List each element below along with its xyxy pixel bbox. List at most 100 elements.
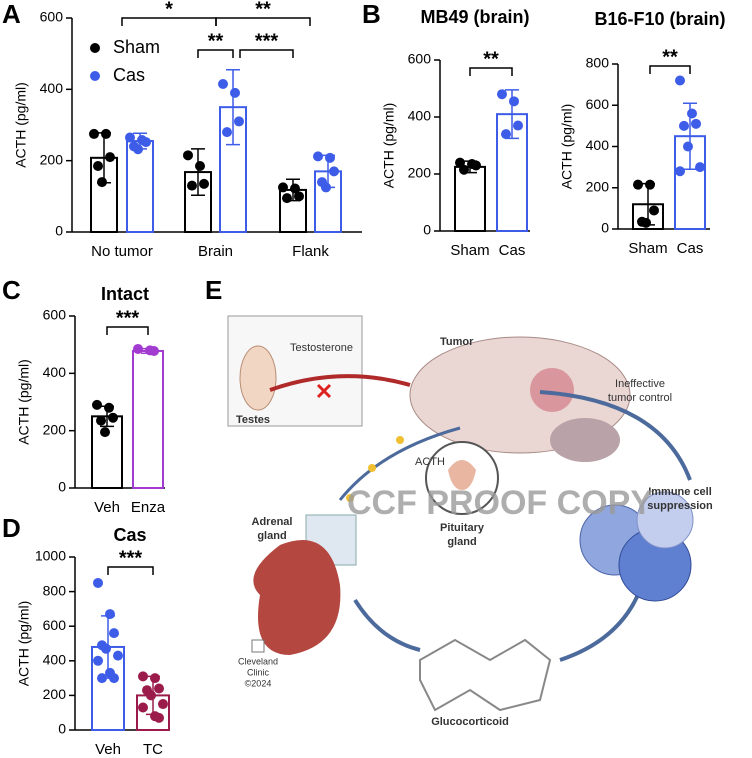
significance-bracket <box>106 326 149 335</box>
data-point <box>633 179 643 190</box>
data-point <box>695 162 705 173</box>
data-point <box>154 712 164 723</box>
arrow <box>559 589 642 662</box>
data-point <box>109 628 119 639</box>
kidney <box>253 540 341 655</box>
diagram-label: suppression <box>647 500 713 512</box>
data-point <box>89 128 99 139</box>
y-tick-label: 0 <box>601 220 609 236</box>
significance-label: *** <box>116 307 140 329</box>
data-point <box>125 132 135 143</box>
legend-label: Cas <box>113 65 145 85</box>
y-axis-label: ACTH (pg/ml) <box>559 104 575 190</box>
chart-title: B16-F10 (brain) <box>594 9 725 29</box>
diagram-label: Ineffective <box>615 378 665 390</box>
data-point <box>96 415 106 426</box>
hormone-dot <box>396 436 404 444</box>
x-tick-label: Cas <box>677 240 704 257</box>
data-point <box>105 609 115 620</box>
data-point <box>513 120 523 131</box>
y-tick-label: 800 <box>586 55 610 71</box>
data-point <box>195 161 205 172</box>
data-point <box>313 151 323 162</box>
immune-cell <box>636 491 694 549</box>
y-tick-label: 0 <box>58 721 66 737</box>
significance-bracket <box>197 49 234 58</box>
data-point <box>321 182 331 193</box>
y-tick-label: 600 <box>43 307 67 323</box>
bar <box>126 140 154 233</box>
bar <box>674 135 706 230</box>
bar <box>454 165 486 232</box>
significance-label: ** <box>662 46 678 68</box>
data-point <box>509 96 519 107</box>
watermark: CCF PROOF COPY <box>347 484 653 522</box>
error-bar <box>191 148 205 197</box>
data-point <box>675 75 685 86</box>
data-point <box>687 108 697 119</box>
y-tick-label: 600 <box>40 9 64 25</box>
diagram-label: ©2024 <box>245 678 272 688</box>
data-point <box>149 345 159 356</box>
data-point <box>329 166 339 177</box>
y-tick-label: 0 <box>423 222 431 238</box>
significance-bracket <box>469 67 513 76</box>
y-tick-label: 0 <box>58 479 66 495</box>
significance-bracket <box>215 17 311 26</box>
data-point <box>97 673 107 684</box>
data-point <box>325 152 335 163</box>
data-point <box>691 118 701 129</box>
panel-label: E <box>205 275 222 305</box>
data-point <box>222 127 232 138</box>
data-point <box>113 650 123 661</box>
hormone-dot <box>346 494 354 502</box>
y-tick-label: 400 <box>43 652 67 668</box>
data-point <box>138 702 148 713</box>
diagram-label: Pituitary <box>440 522 485 534</box>
cross <box>316 383 332 399</box>
data-point <box>97 177 107 188</box>
x-tick-label: Cas <box>499 242 526 259</box>
diagram-label: gland <box>447 536 476 548</box>
data-point <box>294 191 304 202</box>
data-point <box>133 343 143 354</box>
diagram-label: ACTH <box>415 456 445 468</box>
pituitary-shape <box>448 460 476 490</box>
data-point <box>158 699 168 710</box>
x-tick-label: Veh <box>94 499 120 516</box>
chart-title: Cas <box>113 525 146 545</box>
data-point <box>146 690 156 701</box>
y-tick-label: 200 <box>586 178 610 194</box>
legend-marker <box>90 43 100 53</box>
x-tick-label: No tumor <box>91 243 153 260</box>
data-point <box>645 179 655 190</box>
y-tick-label: 200 <box>43 421 67 437</box>
data-point <box>104 402 114 413</box>
data-point <box>154 683 164 694</box>
panel-label: B <box>362 0 381 29</box>
data-point <box>93 655 103 666</box>
data-point <box>101 643 111 654</box>
significance-bracket <box>107 566 154 575</box>
diagram-label: Adrenal <box>252 516 293 528</box>
data-point <box>230 87 240 98</box>
x-tick-label: Enza <box>131 499 166 516</box>
panel-label: C <box>2 275 21 305</box>
data-point <box>290 183 300 194</box>
y-tick-label: 200 <box>40 151 64 167</box>
diagram-label: Glucocorticoid <box>431 716 509 728</box>
y-tick-label: 400 <box>408 108 432 124</box>
y-tick-label: 200 <box>408 165 432 181</box>
diagram-label: Testes <box>236 414 270 426</box>
x-tick-label: Veh <box>95 741 121 758</box>
data-point <box>109 673 119 684</box>
x-tick-label: TC <box>143 741 163 758</box>
x-tick-label: Brain <box>198 243 233 260</box>
data-point <box>471 160 481 171</box>
y-axis-label: ACTH (pg/ml) <box>13 82 29 168</box>
data-point <box>218 78 228 89</box>
significance-label: *** <box>255 30 279 52</box>
panel-label: A <box>2 0 21 29</box>
x-tick-label: Sham <box>628 240 667 257</box>
data-point <box>105 152 115 163</box>
